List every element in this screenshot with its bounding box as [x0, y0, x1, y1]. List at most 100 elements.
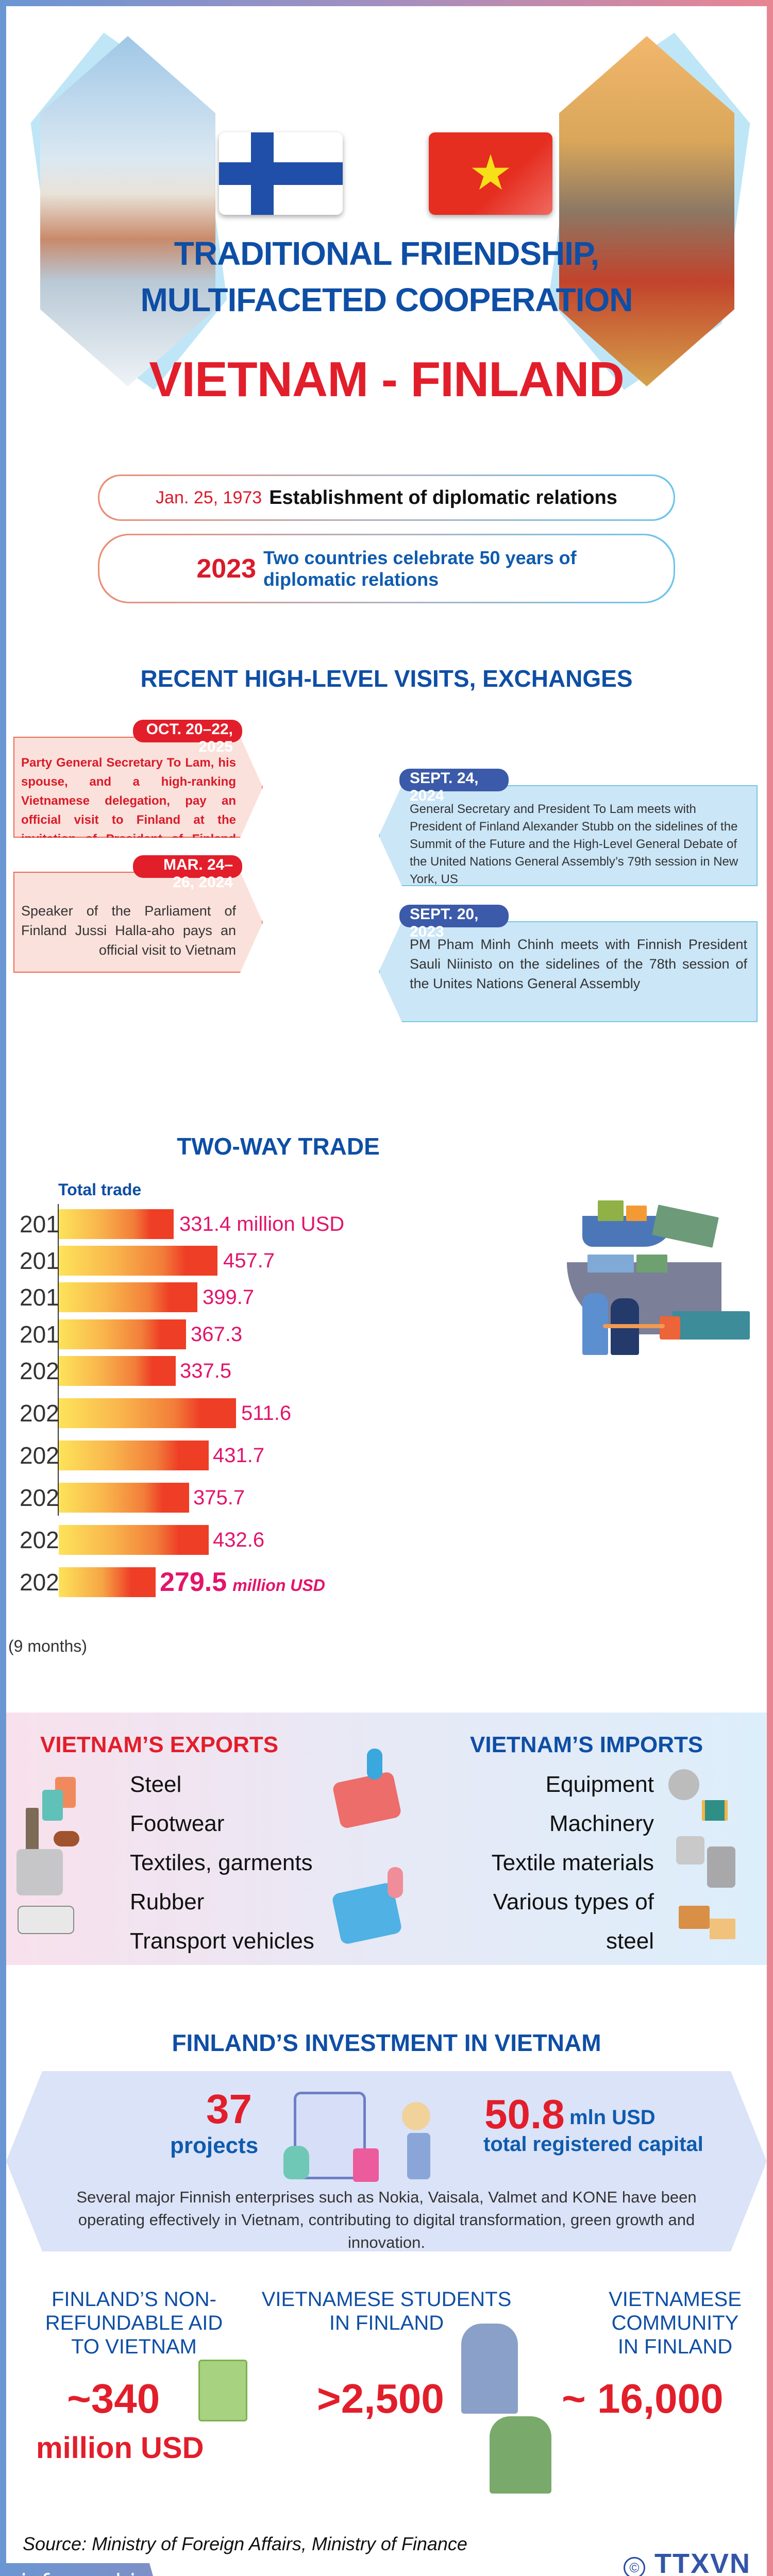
export-item: Footwear — [130, 1811, 225, 1836]
bar-row-2016: 2016 331.4 million USD — [0, 1209, 515, 1239]
title-line-2: MULTIFACETED COOPERATION — [140, 281, 633, 318]
aid-label-line: TO VIETNAM — [71, 2335, 197, 2358]
community-value: ~ 16,000 — [562, 2376, 724, 2421]
bar-year: 2022 — [20, 1442, 73, 1469]
visit-text: PM Pham Minh Chinh meets with Finnish Pr… — [410, 937, 747, 991]
capital-label: total registered capital — [483, 2133, 703, 2156]
export-item: Steel — [130, 1772, 182, 1797]
exports-imports-panel: VIETNAM’S EXPORTS Steel Footwear Textile… — [6, 1713, 767, 1965]
bar — [59, 1440, 209, 1470]
helsinki-photo — [40, 36, 215, 386]
bar — [59, 1246, 217, 1276]
steel-pipes-icon — [16, 1849, 63, 1895]
bar-value: 511.6 — [241, 1402, 292, 1425]
source-note: Source: Ministry of Foreign Affairs, Min… — [23, 2533, 467, 2554]
trade-heading: TWO-WAY TRADE — [177, 1133, 380, 1160]
community-label-line: IN FINLAND — [617, 2335, 733, 2358]
bar-year: 2023 — [20, 1484, 73, 1511]
money-bag-icon — [283, 2146, 309, 2179]
export-item: Rubber — [130, 1889, 205, 1914]
bar-value: 375.7 — [193, 1486, 245, 1509]
bar-value-unit: million USD — [232, 1576, 325, 1595]
community-label-line: COMMUNITY — [611, 2312, 739, 2334]
bar — [59, 1356, 176, 1386]
students-label-line: VIETNAMESE STUDENTS — [261, 2288, 512, 2311]
bar-year: 2016 — [20, 1211, 73, 1238]
title-line-1: TRADITIONAL FRIENDSHIP, — [174, 235, 599, 272]
bar — [59, 1398, 236, 1428]
visit-text: General Secretary and President To Lam m… — [410, 802, 738, 886]
trade-logistics-illustration — [546, 1200, 750, 1396]
calculator-icon — [353, 2148, 379, 2182]
capital-unit: mln USD — [569, 2106, 656, 2129]
milestone-text-line2: diplomatic relations — [263, 568, 439, 590]
money-stack-icon — [198, 2360, 247, 2421]
visit-card-2024-sept: General Secretary and President To Lam m… — [379, 785, 758, 886]
students-value: >2,500 — [317, 2376, 444, 2421]
bar-row-2019: 2019 367.3 — [0, 1319, 515, 1349]
visit-date-tag: SEPT. 20, 2023 — [399, 905, 509, 940]
projects-label: projects — [170, 2133, 259, 2158]
bar-year: 2024 — [20, 1527, 73, 1553]
bar-row-2025: 2025 279.5 million USD — [0, 1567, 515, 1597]
logo-text: TTXVN — [654, 2548, 751, 2576]
copyright-icon: © — [624, 2557, 645, 2576]
import-item: Machinery — [549, 1811, 654, 1836]
bar-value: 367.3 — [191, 1323, 243, 1346]
milestone-1973: Jan. 25, 1973 Establishment of diplomati… — [98, 474, 675, 521]
aid-label-line: FINLAND’S NON- — [51, 2288, 217, 2311]
milestone-date: 2023 — [196, 553, 257, 584]
visit-text: Party General Secretary To Lam, his spou… — [21, 756, 236, 846]
investment-heading: FINLAND’S INVESTMENT IN VIETNAM — [172, 2029, 601, 2056]
visit-card-2023: PM Pham Minh Chinh meets with Finnish Pr… — [379, 921, 758, 1022]
investment-description: Several major Finnish enterprises such a… — [76, 2188, 697, 2251]
bar-row-2023: 2023 375.7 — [0, 1483, 515, 1513]
imports-list: Equipment Machinery Textile materials Va… — [460, 1765, 654, 1961]
aid-value: ~340 — [67, 2376, 160, 2421]
bar-year: 2020 — [20, 1358, 73, 1384]
aid-label: FINLAND’S NON- REFUNDABLE AID TO VIETNAM — [36, 2287, 232, 2359]
bar — [59, 1209, 174, 1239]
exports-list: Steel Footwear Textiles, garments Rubber… — [130, 1765, 314, 1961]
investment-panel — [6, 2071, 767, 2251]
import-item: Equipment — [545, 1772, 654, 1797]
family-group-icon — [490, 2416, 551, 2494]
bar — [59, 1483, 189, 1513]
site-link[interactable]: infographics.vn — [21, 2569, 160, 2576]
bar-row-2021: 2021 511.6 — [0, 1398, 515, 1428]
top-border — [0, 0, 773, 6]
nine-months-note: (9 months) — [8, 1637, 87, 1655]
site-badge[interactable]: infographics.vn — [0, 2563, 160, 2576]
vietnam-flag-icon — [429, 132, 552, 215]
down-arrow-icon — [367, 1749, 382, 1780]
import-item: Various types of — [493, 1889, 654, 1914]
students-label-line: IN FINLAND — [329, 2312, 444, 2334]
robot-arm-icon — [707, 1846, 735, 1888]
steel-pipes-icon — [676, 1836, 704, 1865]
shoe-icon — [54, 1831, 79, 1846]
visit-date-tag: MAR. 24–26, 2024 — [133, 855, 242, 891]
gear-icon — [668, 1769, 699, 1800]
community-label-line: VIETNAMESE — [609, 2288, 742, 2311]
aid-label-line: REFUNDABLE AID — [45, 2312, 223, 2334]
aid-unit: million USD — [36, 2431, 204, 2465]
bar-value: 432.6 — [213, 1529, 265, 1551]
students-group-icon — [461, 2324, 518, 2414]
bar-value-number: 279.5 — [160, 1567, 227, 1597]
visit-date-tag: SEPT. 24, 2024 — [399, 769, 509, 804]
right-border — [767, 0, 773, 2576]
crate-icon — [710, 1919, 735, 1939]
bar — [59, 1525, 209, 1555]
finland-flag-icon — [219, 132, 343, 215]
hand-icon — [407, 2133, 430, 2179]
ttxvn-logo: © TTXVN Vietnam News Agency — [624, 2548, 751, 2576]
bar — [59, 1567, 156, 1597]
main-title: VIETNAM - FINLAND — [149, 352, 625, 407]
milestone-text: Two countries celebrate 50 years of dipl… — [263, 547, 577, 590]
milestone-date: Jan. 25, 1973 — [156, 487, 262, 507]
thread-spool-icon — [702, 1800, 728, 1821]
students-label: VIETNAMESE STUDENTS IN FINLAND — [258, 2287, 515, 2335]
visit-text: Speaker of the Parliament of Finland Jus… — [21, 903, 236, 958]
milestone-text: Establishment of diplomatic relations — [269, 486, 617, 509]
export-container-icon — [331, 1771, 402, 1829]
